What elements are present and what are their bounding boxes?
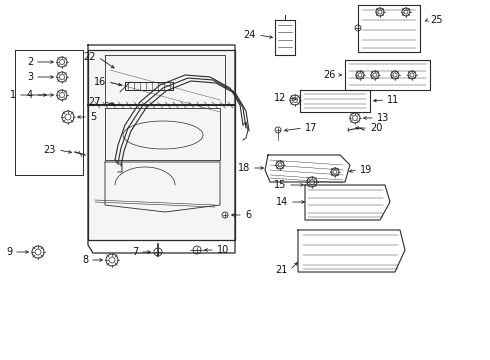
- Text: 15: 15: [273, 180, 286, 190]
- Text: 5: 5: [90, 112, 96, 122]
- Text: 17: 17: [305, 123, 318, 133]
- Text: 24: 24: [244, 30, 256, 40]
- Text: 6: 6: [245, 210, 251, 220]
- Text: 12: 12: [273, 93, 286, 103]
- Text: 16: 16: [94, 77, 106, 87]
- Text: 1: 1: [10, 90, 16, 100]
- Text: 8: 8: [82, 255, 88, 265]
- Text: 3: 3: [27, 72, 33, 82]
- Text: 18: 18: [238, 163, 250, 173]
- Text: 21: 21: [275, 265, 288, 275]
- Text: 11: 11: [387, 95, 399, 105]
- Text: 9: 9: [6, 247, 12, 257]
- Text: 27: 27: [89, 97, 101, 107]
- Text: 19: 19: [360, 165, 372, 175]
- Text: 2: 2: [27, 57, 33, 67]
- Text: 20: 20: [370, 123, 382, 133]
- Text: 22: 22: [83, 52, 96, 62]
- Text: 10: 10: [217, 245, 229, 255]
- Text: 14: 14: [276, 197, 288, 207]
- Text: 23: 23: [44, 145, 56, 155]
- Text: 13: 13: [377, 113, 389, 123]
- Text: 4: 4: [27, 90, 33, 100]
- Polygon shape: [88, 50, 235, 240]
- Text: 7: 7: [132, 247, 138, 257]
- Text: 25: 25: [430, 15, 442, 25]
- Text: 26: 26: [323, 70, 336, 80]
